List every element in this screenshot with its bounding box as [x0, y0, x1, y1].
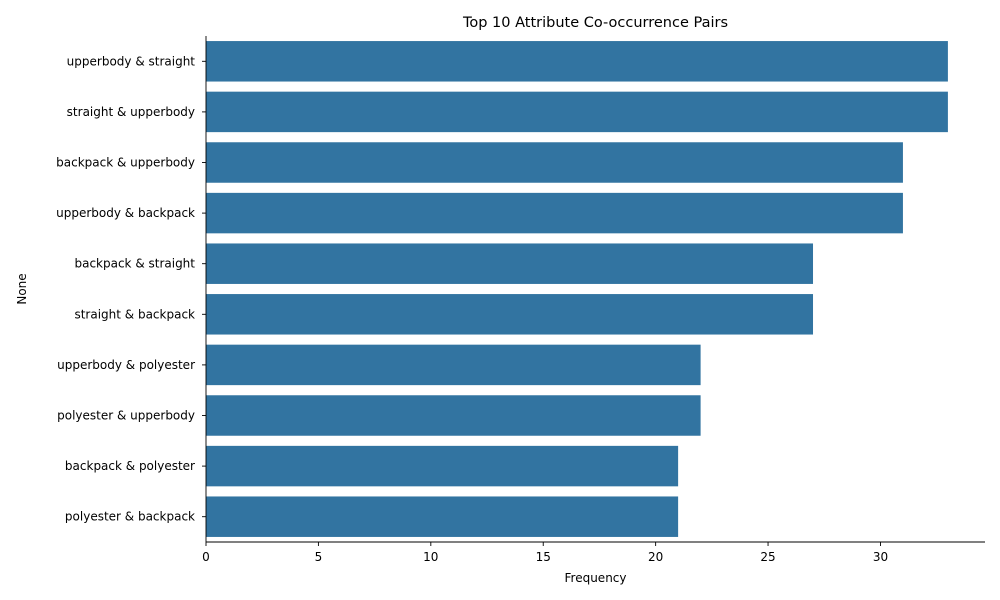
bar [206, 496, 679, 537]
bar [206, 294, 814, 335]
y-tick-label: backpack & polyester [65, 459, 195, 473]
y-tick-label: polyester & upperbody [57, 409, 195, 423]
bar [206, 344, 701, 386]
x-axis-ticks: 0 5 10 15 20 25 30 [202, 542, 888, 564]
bar [206, 243, 814, 284]
x-tick-label: 15 [536, 550, 551, 564]
x-tick-label: 0 [202, 550, 210, 564]
x-tick-label: 10 [423, 550, 438, 564]
y-tick-label: backpack & upperbody [56, 156, 195, 170]
bar [206, 91, 948, 133]
y-tick-label: upperbody & polyester [57, 358, 195, 372]
y-tick-label: upperbody & backpack [56, 206, 195, 220]
y-axis-ticks: upperbody & straight straight & upperbody… [56, 54, 206, 524]
x-tick-label: 20 [648, 550, 663, 564]
y-tick-label: backpack & straight [74, 257, 195, 271]
y-tick-label: straight & upperbody [67, 105, 195, 119]
bar [206, 192, 903, 234]
bar [206, 142, 903, 183]
bar [206, 41, 948, 82]
y-tick-label: upperbody & straight [67, 54, 196, 68]
x-tick-label: 25 [760, 550, 775, 564]
bars [206, 41, 948, 537]
y-axis-label: None [15, 273, 29, 304]
y-tick-label: polyester & backpack [65, 510, 195, 524]
bar [206, 445, 679, 487]
x-tick-label: 5 [315, 550, 323, 564]
x-axis-label: Frequency [565, 571, 627, 585]
y-tick-label: straight & backpack [74, 307, 195, 321]
chart-title: Top 10 Attribute Co-occurrence Pairs [462, 15, 728, 31]
bar [206, 395, 701, 436]
x-tick-label: 30 [873, 550, 888, 564]
